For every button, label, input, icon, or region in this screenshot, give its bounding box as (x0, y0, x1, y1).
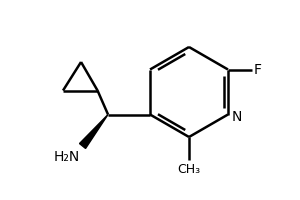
Text: F: F (254, 63, 262, 77)
Text: CH₃: CH₃ (177, 163, 201, 176)
Polygon shape (80, 115, 108, 149)
Text: H₂N: H₂N (53, 149, 80, 163)
Text: N: N (232, 109, 242, 123)
